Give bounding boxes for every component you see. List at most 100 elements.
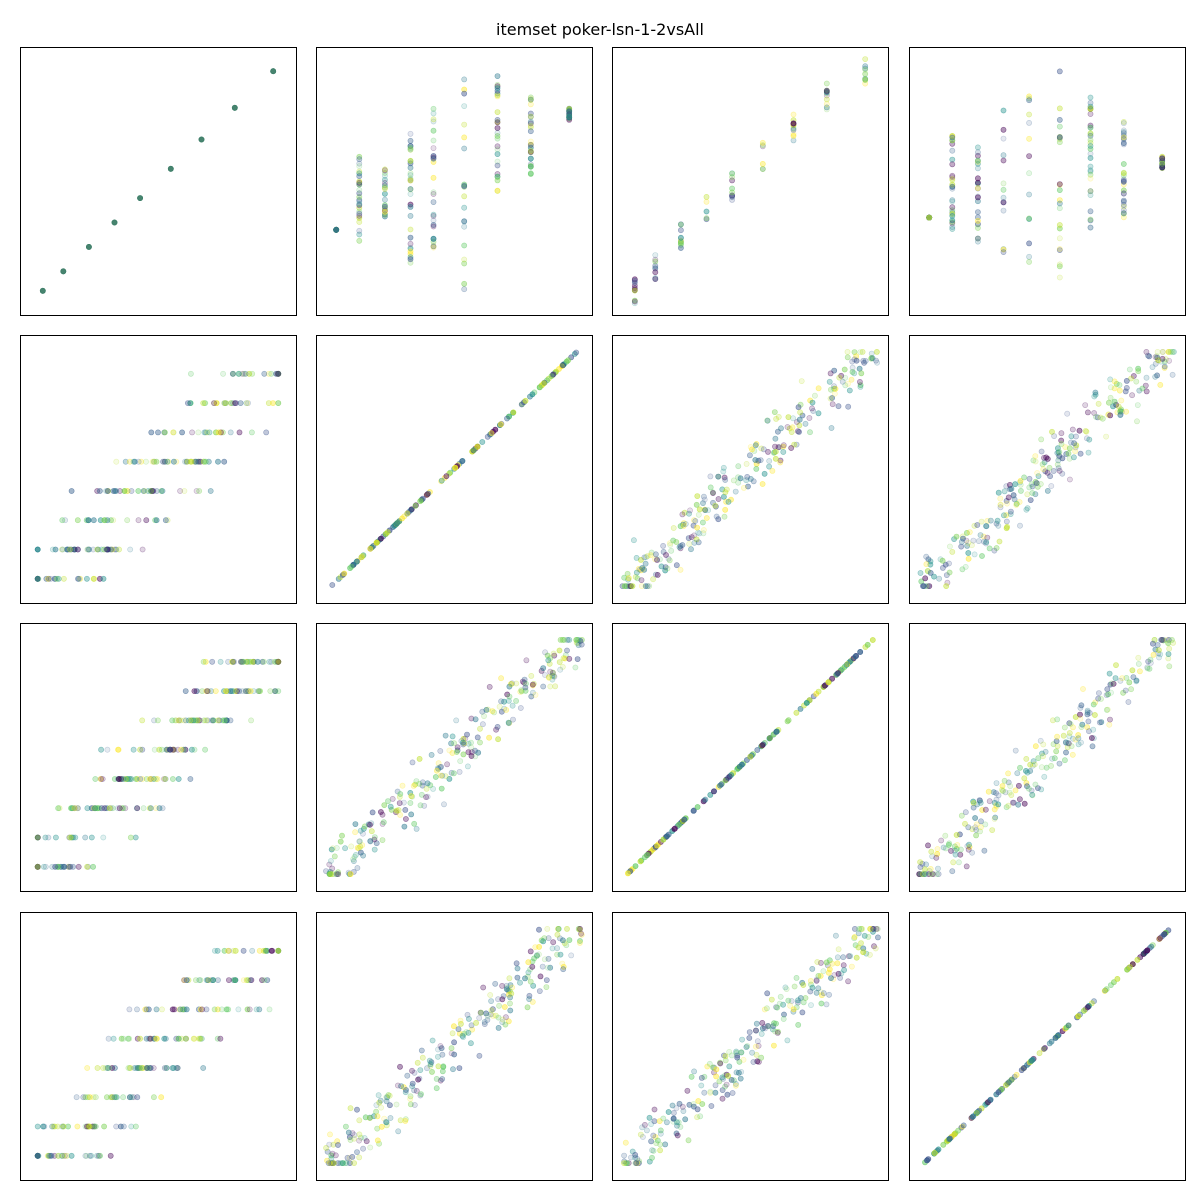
scatter-point — [246, 370, 253, 377]
scatter-point — [191, 688, 198, 694]
scatter-point — [196, 977, 203, 983]
scatter-point — [456, 1065, 463, 1071]
scatter-point — [430, 199, 437, 205]
scatter-point — [995, 801, 1002, 808]
scatter-point — [248, 717, 254, 724]
scatter-point — [1013, 500, 1020, 507]
scatter-point — [472, 716, 479, 723]
scatter-point — [413, 826, 420, 832]
scatter-point — [275, 658, 282, 665]
scatter-point — [949, 161, 956, 168]
scatter-point — [49, 1123, 55, 1130]
scatter-point — [862, 65, 869, 72]
scatter-point — [246, 1006, 253, 1013]
scatter-point — [369, 809, 376, 816]
scatter-point — [135, 517, 142, 524]
scatter-point — [90, 546, 97, 553]
scatter-point — [377, 1097, 384, 1104]
scatter-point — [149, 458, 156, 465]
scatter-point — [1001, 777, 1008, 784]
scatter-point — [356, 1131, 363, 1138]
scatter-point — [715, 516, 722, 523]
scatter-point — [1026, 475, 1033, 482]
scatter-point — [381, 208, 388, 215]
scatter-point — [367, 1144, 374, 1151]
scatter-point — [644, 1127, 650, 1134]
scatter-point — [407, 177, 414, 184]
scatter-point — [430, 222, 437, 228]
scatter-point — [1064, 410, 1071, 417]
scatter-point — [407, 254, 414, 261]
scatter-point — [529, 963, 536, 970]
scatter-point — [407, 146, 414, 153]
scatter-point — [439, 1051, 446, 1058]
scatter-point — [949, 181, 956, 188]
scatter-point — [799, 1009, 806, 1016]
panel-r0-c0 — [20, 47, 297, 316]
scatter-point — [335, 1142, 341, 1148]
scatter-point — [1016, 782, 1022, 789]
scatter-point — [924, 568, 931, 574]
scatter-point — [248, 429, 255, 436]
scatter-point — [514, 965, 521, 972]
scatter-point — [917, 859, 923, 865]
panel-r3-c0 — [20, 912, 297, 1181]
scatter-point — [737, 475, 744, 482]
scatter-point — [196, 1035, 202, 1042]
scatter-point — [651, 1118, 658, 1125]
scatter-point — [740, 1056, 747, 1063]
scatter-point — [978, 518, 985, 525]
scatter-point — [738, 1049, 745, 1056]
scatter-point — [869, 355, 876, 362]
scatter-point — [527, 96, 534, 103]
scatter-point — [831, 383, 837, 390]
scatter-point — [430, 127, 437, 134]
scatter-point — [631, 276, 638, 283]
scatter-point — [969, 542, 975, 549]
scatter-point — [147, 805, 154, 812]
scatter-point — [540, 683, 547, 690]
scatter-point — [220, 370, 226, 377]
scatter-point — [68, 488, 75, 494]
scatter-point — [577, 940, 583, 946]
scatter-point — [407, 157, 414, 164]
scatter-point — [1041, 773, 1048, 780]
scatter-point — [625, 870, 631, 877]
panel-frame — [909, 47, 1186, 316]
scatter-point — [262, 947, 269, 954]
scatter-point — [34, 1152, 41, 1159]
scatter-point — [1056, 247, 1063, 253]
scatter-point — [494, 135, 501, 142]
scatter-point — [703, 515, 710, 521]
scatter-point — [621, 583, 628, 589]
scatter-point — [153, 517, 160, 524]
scatter-point — [1082, 427, 1089, 434]
scatter-point — [430, 145, 437, 151]
scatter-point — [187, 776, 194, 782]
scatter-point — [467, 1040, 474, 1047]
scatter-point — [785, 414, 792, 420]
scatter-point — [1099, 415, 1106, 422]
scatter-point — [82, 1152, 89, 1159]
scatter-point — [843, 662, 850, 668]
scatter-point — [1087, 106, 1094, 113]
scatter-point — [236, 429, 243, 436]
scatter-point — [849, 369, 856, 375]
scatter-point — [239, 370, 246, 377]
scatter-point — [1000, 135, 1007, 142]
scatter-point — [1058, 441, 1065, 447]
scatter-point — [84, 1065, 91, 1071]
panel-r1-c1 — [316, 335, 593, 604]
scatter-point — [862, 56, 869, 62]
scatter-point — [761, 470, 768, 477]
scatter-point — [864, 641, 871, 648]
scatter-point — [484, 433, 491, 440]
scatter-point — [129, 1094, 135, 1101]
scatter-point — [1120, 190, 1127, 197]
scatter-point — [496, 1002, 502, 1009]
scatter-point — [837, 975, 843, 981]
scatter-point — [451, 1051, 458, 1058]
scatter-point — [1110, 403, 1116, 410]
scatter-point — [681, 816, 688, 823]
scatter-point — [652, 258, 659, 265]
